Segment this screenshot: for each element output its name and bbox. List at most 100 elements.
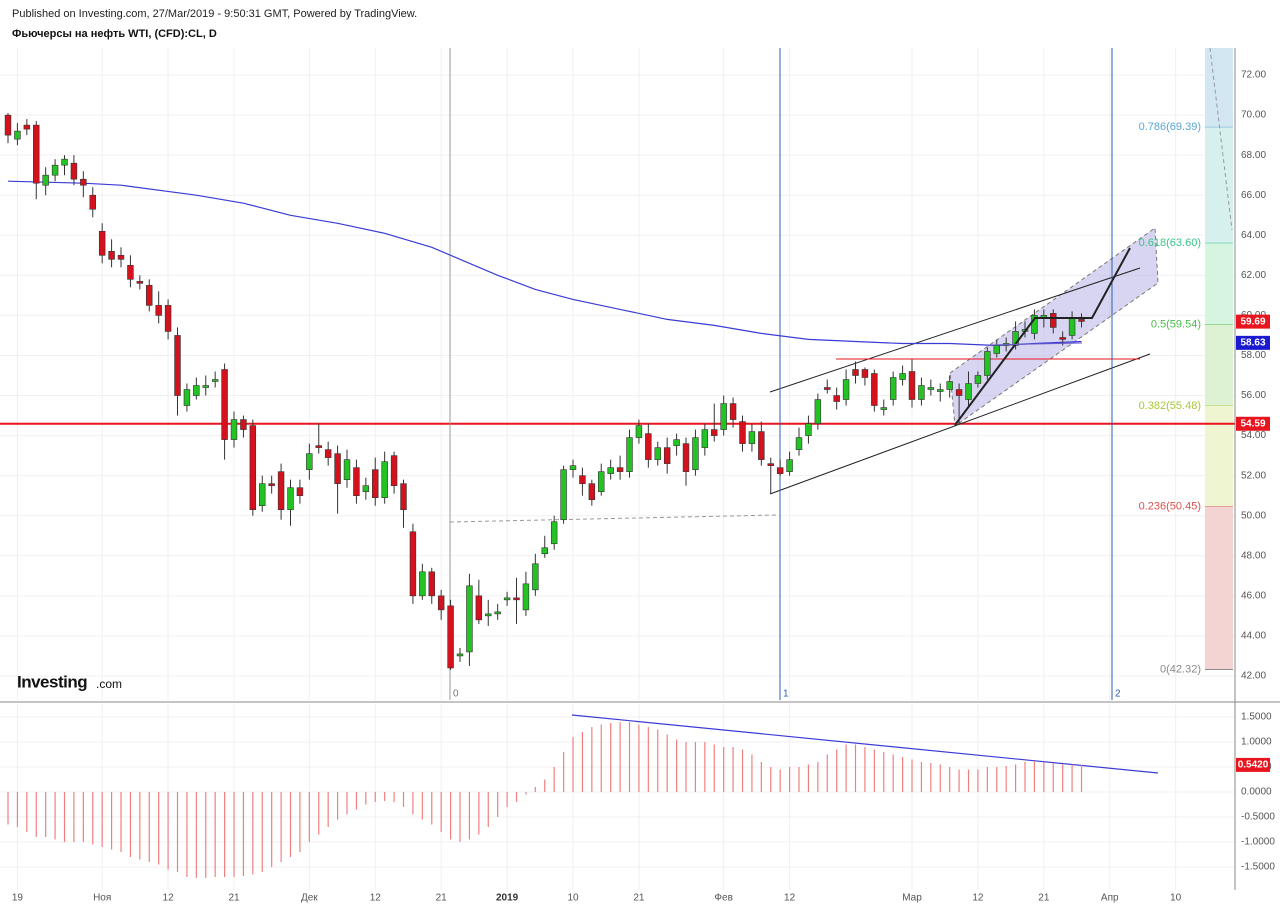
candle-body [1050, 313, 1057, 328]
y-tick-label: -0.5000 [1241, 812, 1275, 823]
fib-zone [1205, 405, 1233, 507]
candle-body [381, 461, 388, 498]
logo: Investing [17, 672, 87, 691]
candle-body [61, 158, 68, 166]
fib-zone [1205, 127, 1233, 244]
candle-body [80, 178, 87, 186]
price-tag [1236, 757, 1270, 772]
candle-body [447, 605, 454, 669]
candle-body [776, 467, 784, 474]
chart-title: Фьючерсы на нефть WTI, (CFD):CL, D [12, 28, 217, 40]
candle-body [852, 369, 859, 376]
x-tick-label: 21 [1038, 893, 1050, 904]
candle-body [296, 487, 304, 496]
candle-body [343, 459, 351, 480]
candle-body [946, 381, 953, 390]
candle-body [842, 379, 850, 400]
candle-body [758, 431, 765, 460]
candle-body [174, 335, 181, 396]
fib-label: 0.786(69.39) [1139, 121, 1201, 133]
y-tick-label: 70.00 [1241, 110, 1266, 121]
candle-body [42, 174, 49, 186]
candle-body [927, 387, 935, 390]
candle-body [663, 447, 671, 464]
y-tick-label: 66.00 [1241, 190, 1266, 201]
candle-body [419, 571, 426, 597]
candle-body [183, 389, 191, 406]
y-tick-label: 48.00 [1241, 550, 1266, 561]
candle-body [362, 485, 370, 492]
y-tick-label: 0.0000 [1241, 787, 1272, 798]
candle-body [240, 419, 247, 430]
x-tick-label: 21 [228, 893, 240, 904]
candle-body [334, 453, 341, 484]
candle-body [494, 611, 501, 615]
candle-body [871, 373, 878, 406]
candle-body [579, 475, 586, 484]
candle-body [786, 459, 793, 472]
fib-zones [0, 48, 1235, 671]
x-tick-label: Апр [1101, 893, 1119, 904]
candle-body [861, 369, 869, 378]
drawings [449, 47, 1233, 774]
candle-body [456, 653, 464, 657]
y-tick-label: 58.00 [1241, 350, 1266, 361]
candle-body [767, 463, 774, 466]
y-tick-label: 72.00 [1241, 70, 1266, 81]
candle-body [711, 429, 718, 436]
candle-body [607, 467, 614, 474]
candle-body [324, 449, 332, 458]
y-tick-label: 68.00 [1241, 150, 1266, 161]
y-tick-label: -1.0000 [1241, 837, 1275, 848]
candle-body [409, 531, 417, 597]
candle-body [965, 383, 972, 400]
price-tag [1236, 314, 1270, 329]
candle-body [428, 571, 435, 597]
candle-body [899, 373, 906, 380]
candle-body [193, 385, 200, 396]
x-tick-label: 10 [1170, 893, 1182, 904]
candle-body [211, 379, 219, 382]
y-tick-label: 54.00 [1241, 430, 1266, 441]
y-tick-label: 56.00 [1241, 390, 1266, 401]
price-tag [1236, 416, 1270, 431]
candle-body [616, 467, 624, 472]
candle-body [23, 124, 31, 130]
x-tick-label: Фев [714, 893, 732, 904]
indicator-trend-line [571, 714, 1159, 774]
candle-body [98, 230, 106, 256]
channel-line [769, 267, 1141, 393]
x-tick-label: Ноя [93, 893, 111, 904]
x-tick-label: Дек [301, 893, 318, 904]
price-tag-label: 0.5420 [1238, 760, 1269, 771]
candle-body [908, 371, 916, 400]
x-tick-label: 12 [370, 893, 382, 904]
candle-body [984, 351, 991, 376]
y-tick-label: 62.00 [1241, 270, 1266, 281]
candle-body [1059, 337, 1066, 340]
candle-body [221, 369, 228, 440]
candle-body [127, 265, 134, 280]
candle-body [682, 443, 690, 472]
candle-body [739, 421, 746, 444]
fib-zone [1205, 48, 1233, 128]
candle-body [598, 471, 605, 492]
candle-body [889, 377, 897, 400]
candle-body [4, 114, 12, 136]
candle-body [955, 389, 963, 396]
candle-body [146, 285, 153, 306]
candle-body [974, 375, 982, 384]
candle-body [748, 431, 756, 444]
candle-body [155, 305, 162, 316]
candle-body [541, 547, 548, 555]
candle-body [485, 613, 492, 617]
candle-body [645, 433, 652, 460]
candle-body [117, 255, 125, 260]
candle-body [635, 425, 643, 438]
candle-body [287, 487, 294, 511]
candle-body [626, 437, 633, 472]
candle-body [51, 164, 59, 176]
candle-body [475, 595, 483, 621]
candle-body [108, 251, 115, 260]
